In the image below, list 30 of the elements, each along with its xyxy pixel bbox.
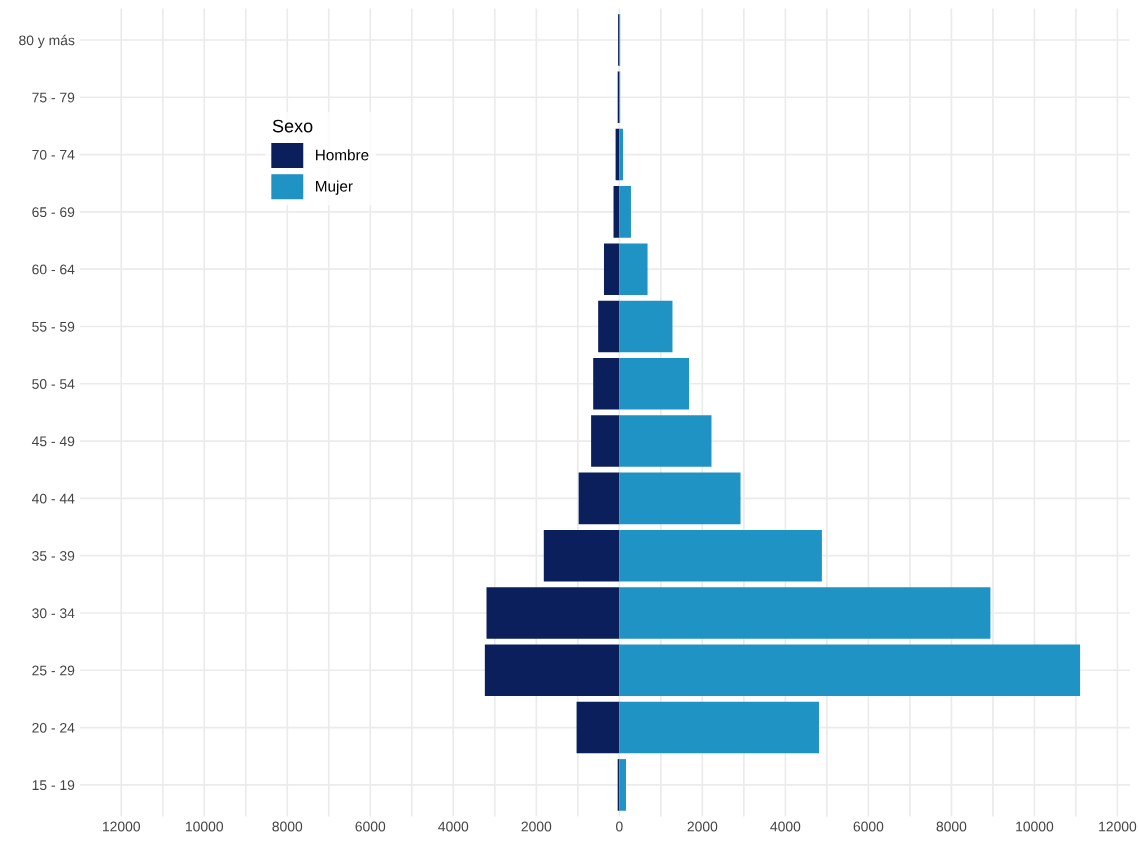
y-tick-label: 25 - 29 <box>32 665 75 676</box>
y-tick-label: 35 - 39 <box>32 551 75 561</box>
legend-label: Hombre <box>316 149 369 161</box>
x-tick-label: 6000 <box>355 821 386 832</box>
x-tick-label: 10000 <box>1016 821 1054 832</box>
y-tick-label: 50 - 54 <box>32 379 75 389</box>
y-tick-label: 80 y más <box>19 34 75 48</box>
x-tick-label: 8000 <box>272 821 303 832</box>
x-tick-label: 12000 <box>1099 821 1137 832</box>
legend-label: Mujer <box>316 180 353 195</box>
y-tick-label: 15 - 19 <box>32 780 75 791</box>
y-tick-label: 75 - 79 <box>32 92 75 103</box>
y-tick-label: 30 - 34 <box>32 608 75 619</box>
y-tick-label: 55 - 59 <box>32 321 75 332</box>
y-tick-label: 20 - 24 <box>32 722 75 733</box>
x-tick-label: 4000 <box>438 821 469 832</box>
legend-title: Sexo <box>272 119 313 133</box>
y-tick-label: 40 - 44 <box>31 493 75 504</box>
y-tick-label: 65 - 69 <box>32 207 75 218</box>
y-tick-label: 70 - 74 <box>32 149 75 160</box>
x-tick-label: 2000 <box>521 821 552 832</box>
x-tick-label: 0 <box>616 821 623 832</box>
x-tick-label: 4000 <box>770 821 801 832</box>
y-tick-label: 45 - 49 <box>31 436 75 447</box>
x-tick-label: 8000 <box>936 821 967 832</box>
x-tick-label: 10000 <box>186 821 224 832</box>
x-tick-label: 6000 <box>853 821 884 832</box>
x-tick-label: 12000 <box>102 821 141 832</box>
y-tick-label: 60 - 64 <box>32 264 75 275</box>
x-tick-label: 2000 <box>687 821 718 832</box>
